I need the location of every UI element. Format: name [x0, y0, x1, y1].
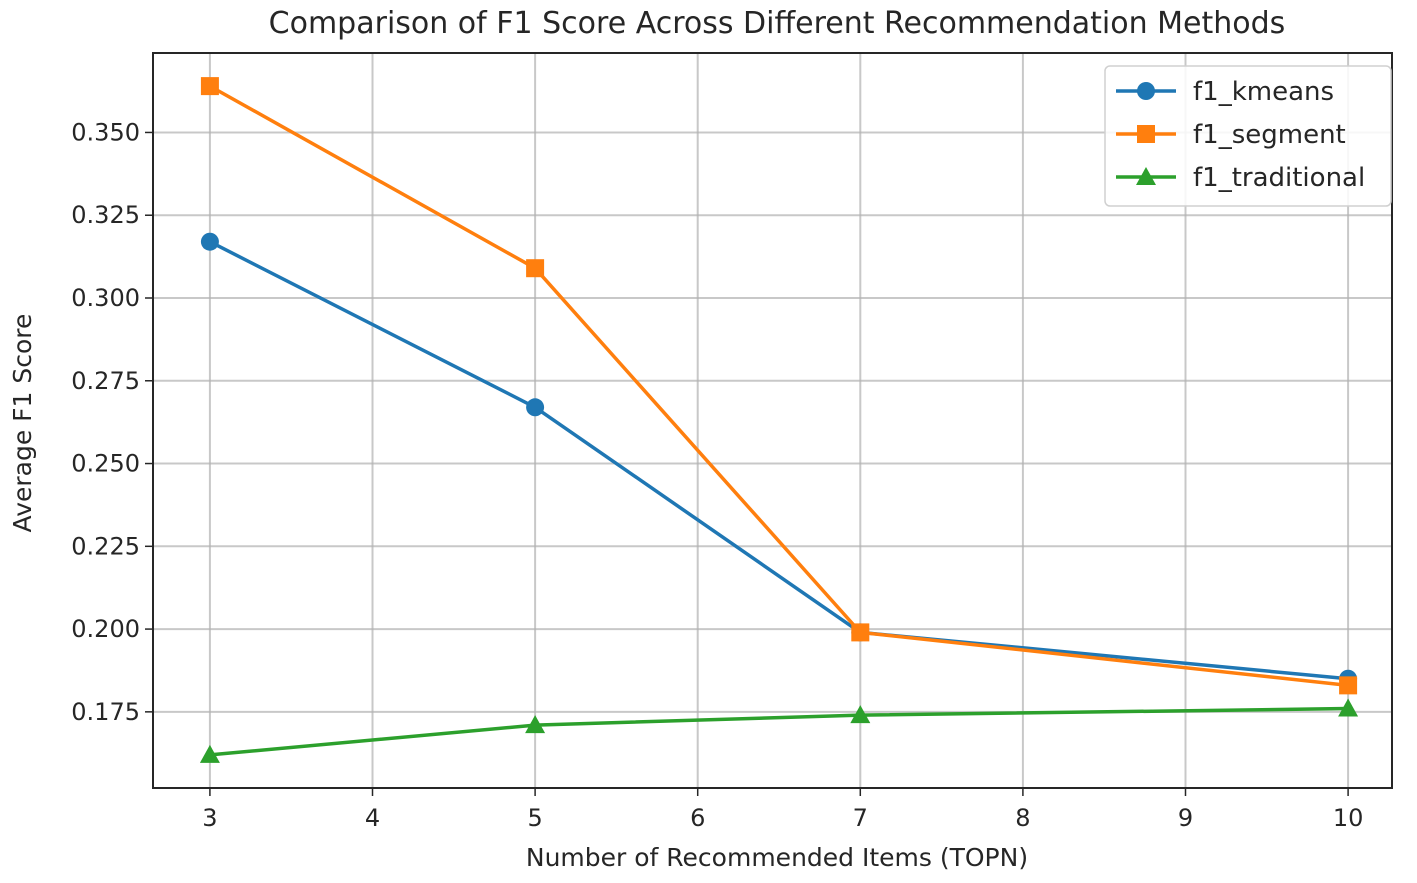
- square-marker-icon: [1339, 676, 1358, 695]
- legend-label: f1_kmeans: [1193, 77, 1334, 107]
- legend-item-f1-traditional: f1_traditional: [1116, 163, 1365, 193]
- x-tick-label: 6: [690, 804, 705, 832]
- x-axis-ticks: 3 4 5 6 7 8 9 10: [202, 788, 1363, 832]
- series-line: [209, 240, 1349, 681]
- y-axis-ticks: 0.175 0.200 0.225 0.250 0.275 0.300 0.325 0.350: [71, 118, 153, 726]
- y-tick-label: 0.175: [71, 698, 140, 726]
- y-tick-label: 0.225: [71, 532, 140, 560]
- y-tick-label: 0.300: [71, 284, 140, 312]
- y-tick-label: 0.200: [71, 615, 140, 643]
- legend-label: f1_traditional: [1193, 163, 1365, 193]
- triangle-marker-icon: [525, 715, 546, 734]
- x-tick-label: 4: [365, 804, 380, 832]
- triangle-marker-icon: [1136, 167, 1156, 185]
- circle-marker-icon: [200, 232, 219, 251]
- chart-title: Comparison of F1 Score Across Different …: [269, 6, 1286, 41]
- x-tick-label: 7: [853, 804, 868, 832]
- plot-area-frame: [152, 52, 1393, 789]
- y-tick-label: 0.350: [71, 118, 140, 146]
- series-line: [209, 84, 1349, 688]
- series-line: [209, 706, 1349, 757]
- x-tick-label: 8: [1015, 804, 1030, 832]
- series-f1-segment: [200, 77, 1358, 695]
- data-series: [199, 77, 1359, 763]
- legend-item-f1-segment: f1_segment: [1116, 120, 1346, 150]
- y-axis-label: Average F1 Score: [8, 314, 37, 533]
- legend-box: [1104, 65, 1392, 207]
- series-f1-traditional: [199, 698, 1359, 763]
- x-tick-label: 3: [202, 804, 217, 832]
- x-tick-label: 9: [1178, 804, 1193, 832]
- legend-item-f1-kmeans: f1_kmeans: [1116, 77, 1334, 107]
- x-tick-label: 5: [527, 804, 542, 832]
- y-tick-label: 0.325: [71, 201, 140, 229]
- y-tick-label: 0.250: [71, 450, 140, 478]
- triangle-marker-icon: [850, 705, 871, 724]
- x-tick-label: 10: [1333, 804, 1364, 832]
- square-marker-icon: [1137, 125, 1155, 143]
- legend-label: f1_segment: [1193, 120, 1346, 150]
- circle-marker-icon: [526, 398, 545, 417]
- series-f1-kmeans: [200, 232, 1358, 688]
- y-tick-label: 0.275: [71, 367, 140, 395]
- square-marker-icon: [526, 259, 545, 278]
- circle-marker-icon: [1137, 82, 1155, 100]
- triangle-marker-icon: [1338, 698, 1359, 717]
- square-marker-icon: [851, 623, 870, 642]
- triangle-marker-icon: [199, 744, 220, 763]
- legend: f1_kmeans f1_segment f1_traditional: [1104, 65, 1392, 207]
- x-axis-label: Number of Recommended Items (TOPN): [526, 843, 1028, 872]
- grid-lines: [153, 53, 1392, 788]
- square-marker-icon: [200, 77, 219, 96]
